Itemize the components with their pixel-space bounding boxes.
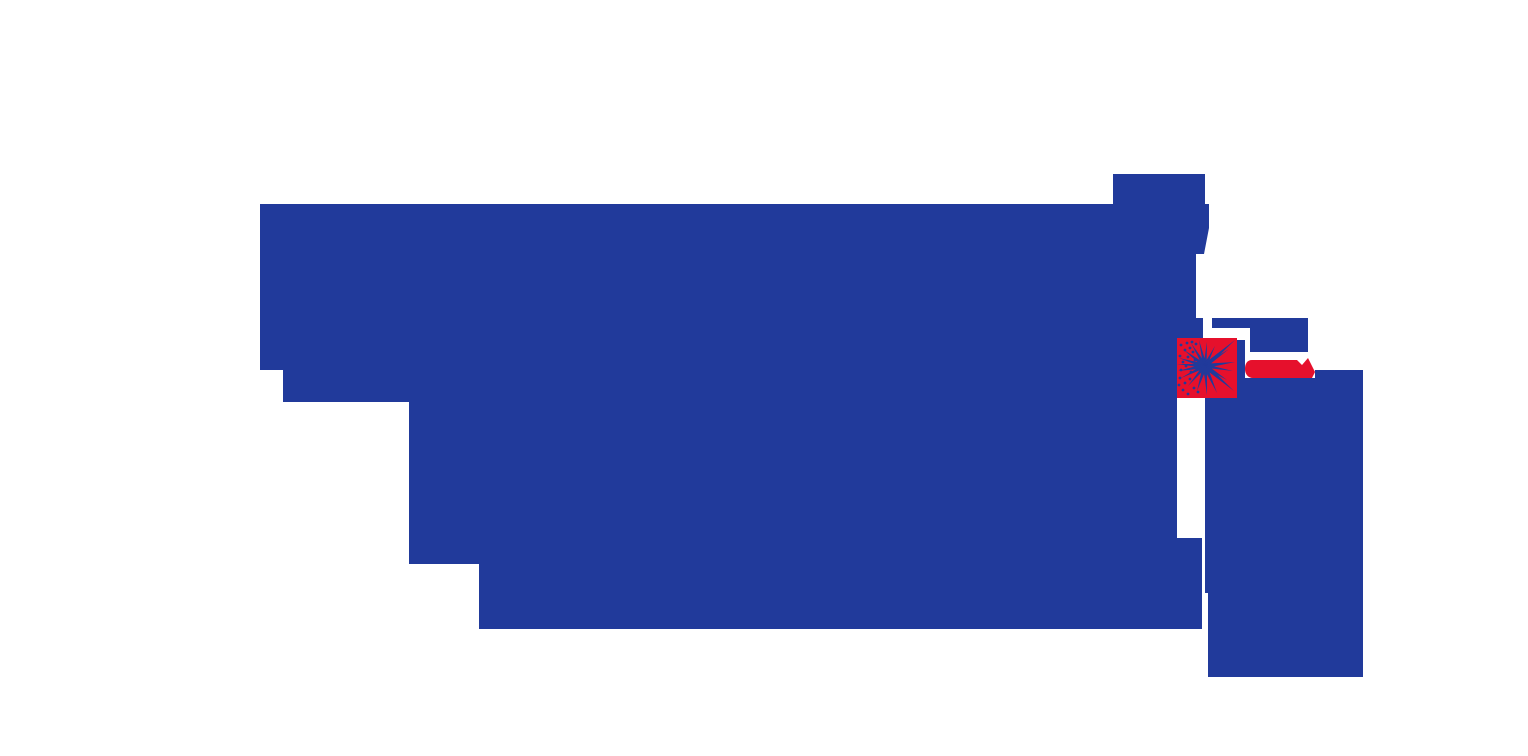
burst-speckle	[1183, 381, 1187, 385]
burst-speckle	[1185, 341, 1189, 345]
burst-speckle	[1179, 343, 1183, 347]
main-landmass	[260, 204, 1209, 629]
burst-speckle	[1188, 346, 1192, 350]
north-bump	[1113, 174, 1205, 206]
burst-speckle	[1179, 368, 1183, 372]
burst-speckle	[1186, 392, 1190, 396]
burst-ray	[1178, 363, 1206, 371]
burst-ray	[1203, 364, 1234, 391]
burst-ray	[1203, 346, 1215, 367]
burst-speckle	[1188, 377, 1192, 381]
burst-speckle	[1178, 354, 1182, 358]
burst-speckle	[1186, 355, 1190, 359]
burst-ray	[1188, 364, 1207, 386]
burst-speckle	[1181, 388, 1185, 392]
burst-ray	[1197, 365, 1208, 391]
explosion-burst-marker	[1177, 338, 1237, 398]
channel-sliver	[1236, 340, 1245, 398]
burst-speckle	[1191, 350, 1195, 354]
burst-speckle	[1184, 364, 1188, 368]
burst-speckle	[1181, 360, 1185, 364]
northeast-block	[1212, 318, 1308, 352]
burst-ray	[1203, 342, 1207, 367]
burst-ray	[1204, 364, 1233, 371]
burst-rays-group	[1177, 340, 1235, 396]
burst-ray	[1204, 349, 1229, 368]
burst-speckle	[1177, 383, 1181, 387]
burst-speckle	[1196, 390, 1200, 394]
burst-speckle	[1192, 386, 1196, 390]
burst-speckle	[1190, 340, 1194, 344]
burst-speckle	[1189, 370, 1193, 374]
burst-ray	[1181, 364, 1206, 378]
highlight-bar	[1245, 358, 1315, 378]
landmass-layer	[260, 174, 1363, 677]
east-landmass	[1205, 370, 1363, 677]
burst-speckle	[1193, 358, 1197, 362]
highlight-bar-layer	[1245, 358, 1315, 378]
burst-speckle	[1178, 376, 1182, 380]
burst-speckle	[1183, 348, 1187, 352]
burst-speckle	[1194, 342, 1198, 346]
